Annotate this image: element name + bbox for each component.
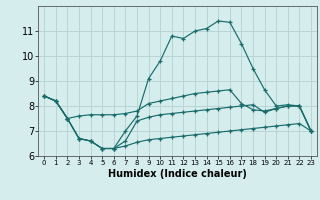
- X-axis label: Humidex (Indice chaleur): Humidex (Indice chaleur): [108, 169, 247, 179]
